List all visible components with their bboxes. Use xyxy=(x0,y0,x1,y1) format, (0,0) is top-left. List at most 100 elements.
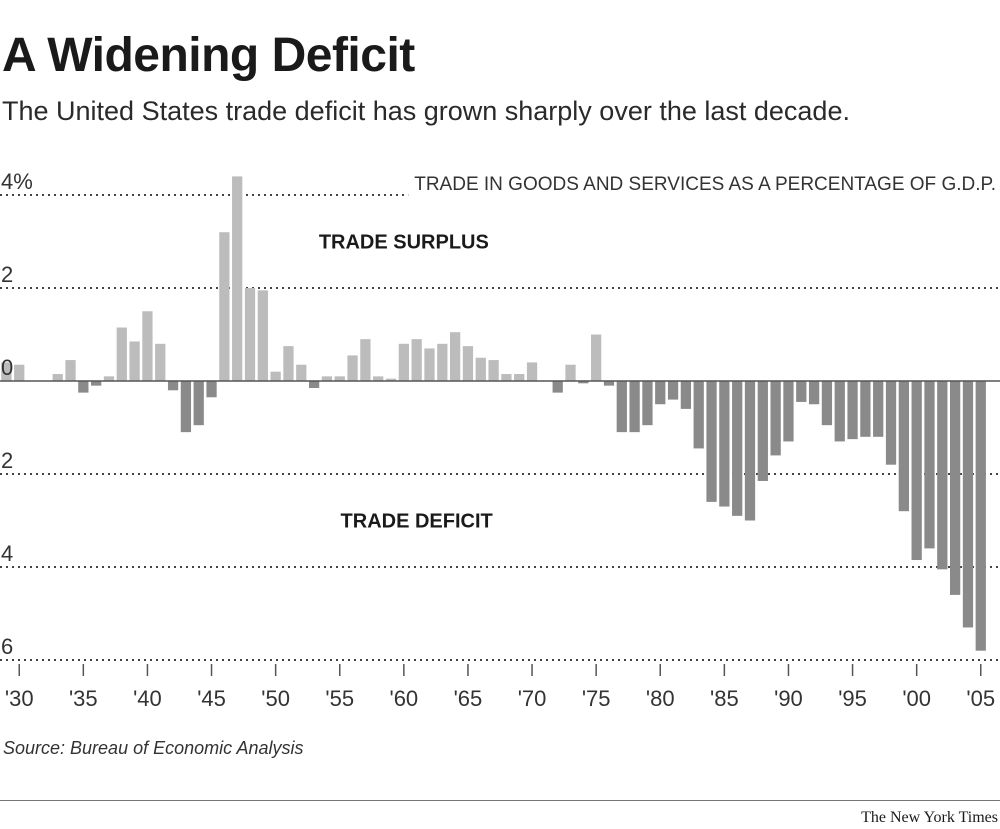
bar xyxy=(885,381,897,465)
bar xyxy=(578,381,589,384)
bar xyxy=(296,364,307,381)
bar xyxy=(167,381,179,391)
bar xyxy=(65,360,76,381)
footer-rule xyxy=(0,800,1000,801)
x-tick-label: '00 xyxy=(902,686,931,711)
annotation-label: TRADE DEFICIT xyxy=(341,511,493,533)
bar xyxy=(873,381,884,437)
y-tick-label: 4% xyxy=(1,169,33,194)
bar xyxy=(924,381,935,549)
bars xyxy=(1,176,986,651)
x-tick-label: '05 xyxy=(966,686,995,711)
x-tick-label: '90 xyxy=(774,686,803,711)
x-tick-labels: '30 '35 '40 '45 '50 '55 '60 '65 '70 '75 '80 '85 '90 '… xyxy=(5,686,995,711)
bar xyxy=(719,381,730,507)
bar xyxy=(667,381,679,400)
bar xyxy=(898,381,909,512)
bar xyxy=(360,339,371,381)
x-tick-label: '50 xyxy=(261,686,290,711)
bar xyxy=(770,381,781,456)
x-tick-label: '80 xyxy=(646,686,675,711)
bar xyxy=(283,346,294,381)
bar xyxy=(308,381,320,388)
bar xyxy=(603,381,615,386)
bar xyxy=(1,362,12,381)
bar xyxy=(321,376,333,381)
bar xyxy=(116,327,127,381)
x-tick-label: '40 xyxy=(133,686,162,711)
bar xyxy=(680,381,692,409)
chart-label: TRADE IN GOODS AND SERVICES AS A PERCENT… xyxy=(414,174,996,195)
bar xyxy=(385,378,397,381)
bar xyxy=(693,381,704,449)
bar xyxy=(103,376,115,381)
x-tick-label: '85 xyxy=(710,686,739,711)
x-tick-label: '45 xyxy=(197,686,226,711)
bar xyxy=(642,381,653,426)
bar xyxy=(334,376,345,381)
y-tick-label: 6 xyxy=(1,634,13,659)
bar xyxy=(757,381,768,481)
bar xyxy=(937,381,948,570)
source-note: Source: Bureau of Economic Analysis xyxy=(3,738,304,758)
bar xyxy=(911,381,922,561)
bar xyxy=(552,381,563,393)
y-tick-label: 0 xyxy=(1,355,13,380)
bar xyxy=(78,381,89,393)
bar xyxy=(244,288,256,381)
bar xyxy=(193,381,204,426)
bar xyxy=(847,381,858,440)
bar xyxy=(821,381,833,426)
bar xyxy=(155,343,166,381)
bar xyxy=(129,341,140,381)
trade-balance-chart: 4% 2 0 2 4 6 '30 '35 '40 '45 '50 '55 '60 '65 '70 '75 '8… xyxy=(0,169,1000,711)
chart-title: A Widening Deficit xyxy=(2,29,415,82)
bar xyxy=(180,381,192,433)
annotations: TRADE IN GOODS AND SERVICES AS A PERCENT… xyxy=(319,172,1000,533)
bar xyxy=(142,311,153,381)
chart-subtitle: The United States trade deficit has grow… xyxy=(2,96,850,126)
bar xyxy=(744,381,756,521)
bar xyxy=(270,371,281,381)
x-tick-label: '75 xyxy=(582,686,611,711)
bar xyxy=(398,343,409,381)
publisher-credit: The New York Times xyxy=(861,809,998,826)
bar xyxy=(629,381,640,433)
bar xyxy=(834,381,845,442)
x-tick-label: '60 xyxy=(390,686,419,711)
bar xyxy=(860,381,871,437)
bar xyxy=(219,232,230,381)
bar xyxy=(616,381,627,433)
bar xyxy=(975,381,986,651)
x-tick-label: '55 xyxy=(325,686,354,711)
x-axis xyxy=(0,380,1000,676)
bar xyxy=(783,381,794,442)
bar xyxy=(950,381,961,595)
y-tick-labels: 4% 2 0 2 4 6 xyxy=(1,169,33,659)
bar xyxy=(206,381,217,398)
bar xyxy=(437,343,448,381)
bar xyxy=(450,332,461,381)
bar xyxy=(565,364,576,381)
bar xyxy=(796,381,807,402)
bar xyxy=(373,376,384,381)
bar xyxy=(52,374,63,381)
bar xyxy=(411,339,422,381)
bar xyxy=(257,290,268,381)
y-tick-label: 4 xyxy=(1,541,13,566)
bar xyxy=(475,357,486,381)
x-tick-label: '95 xyxy=(838,686,867,711)
bar xyxy=(808,381,820,405)
x-tick-label: '65 xyxy=(454,686,483,711)
bar xyxy=(91,381,102,386)
bar xyxy=(706,381,717,502)
y-tick-label: 2 xyxy=(1,262,13,287)
bar xyxy=(655,381,666,405)
x-tick-label: '70 xyxy=(518,686,547,711)
bar xyxy=(347,355,358,381)
bar xyxy=(962,381,974,628)
bar xyxy=(462,346,474,381)
bar xyxy=(14,364,25,381)
bar xyxy=(232,176,243,381)
bar xyxy=(488,360,499,381)
